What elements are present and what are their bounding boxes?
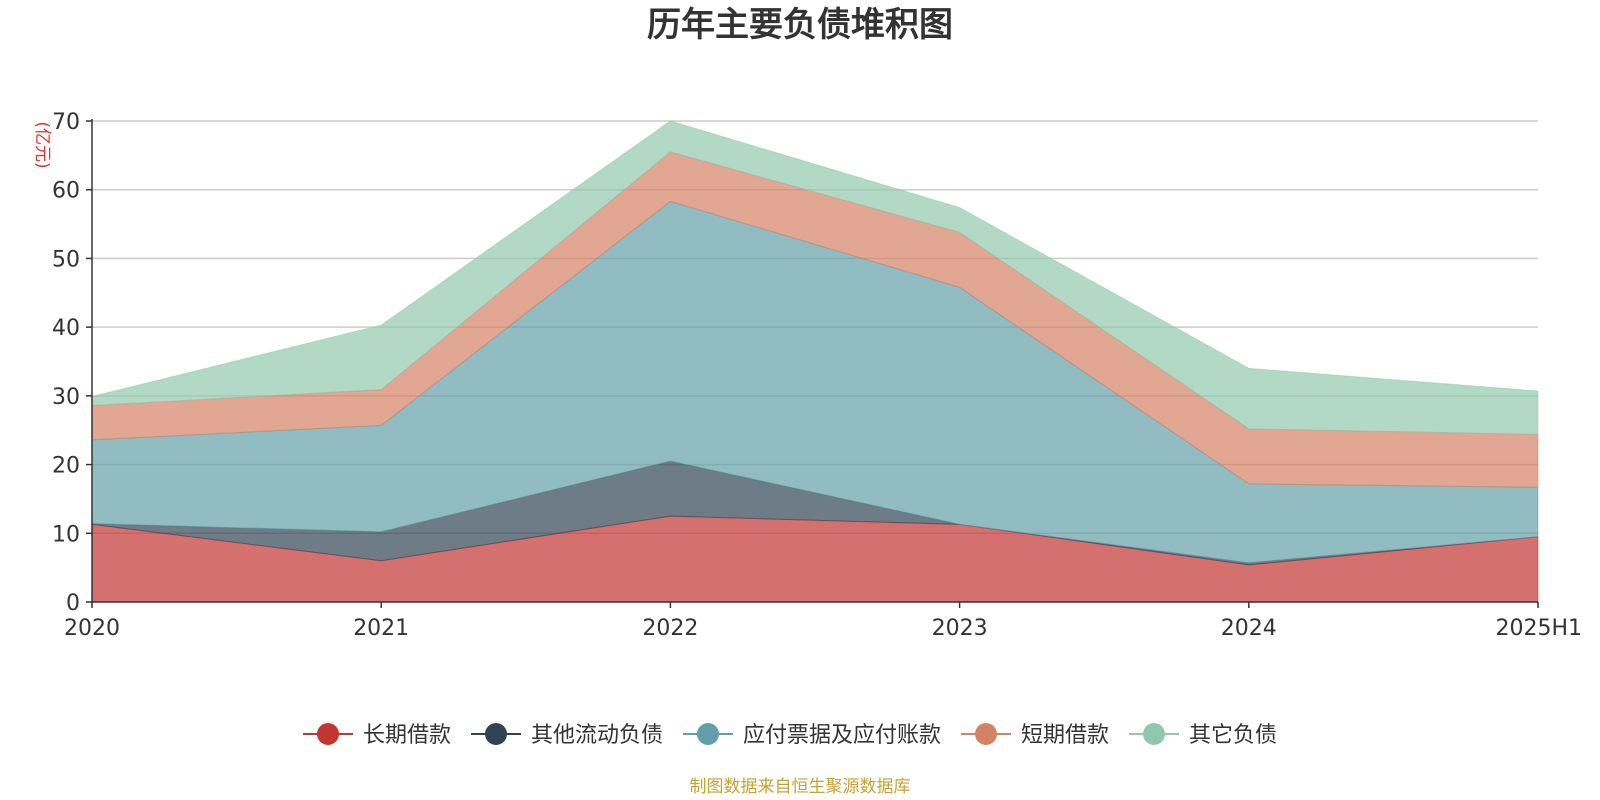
legend-label: 其他流动负债 [531,723,663,748]
legend: 长期借款 其他流动负债 应付票据及应付账款 短期借款 其它负债 [303,723,1277,748]
y-axis-unit-label: (亿元) [32,121,52,168]
legend-label: 应付票据及应付账款 [743,723,941,748]
x-tick-label: 2020 [64,616,120,641]
y-tick-label: 40 [52,316,80,341]
data-source-note: 制图数据来自恒生聚源数据库 [690,777,911,797]
y-tick-label: 20 [52,454,80,479]
legend-item-0[interactable]: 长期借款 [303,723,451,748]
x-tick-label: 2024 [1221,616,1277,641]
y-tick-label: 70 [52,110,80,135]
legend-marker [697,723,719,745]
y-tick-label: 30 [52,385,80,410]
chart-title: 历年主要负债堆积图 [647,5,953,45]
area-series [91,120,1539,603]
legend-label: 长期借款 [363,723,451,748]
legend-label: 其它负债 [1189,723,1277,748]
legend-marker [1143,723,1165,745]
legend-item-2[interactable]: 应付票据及应付账款 [683,723,941,748]
axes: 0 10 20 30 40 50 60 70 2020 2021 2022 2023 2024 2025H… [52,110,1582,641]
y-tick-label: 50 [52,247,80,272]
y-tick-label: 60 [52,179,80,204]
area-series-4 [91,120,1539,435]
x-tick-label: 2023 [932,616,988,641]
legend-label: 短期借款 [1021,723,1109,748]
legend-item-1[interactable]: 其他流动负债 [471,723,663,748]
x-tick-label: 2021 [353,616,409,641]
legend-marker [485,723,507,745]
x-tick-label: 2025H1 [1495,616,1582,641]
y-tick-label: 0 [66,591,80,616]
legend-marker [975,723,997,745]
x-tick-label: 2022 [642,616,698,641]
legend-marker [317,723,339,745]
legend-item-4[interactable]: 其它负债 [1129,723,1277,748]
y-tick-label: 10 [52,522,80,547]
legend-item-3[interactable]: 短期借款 [961,723,1109,748]
